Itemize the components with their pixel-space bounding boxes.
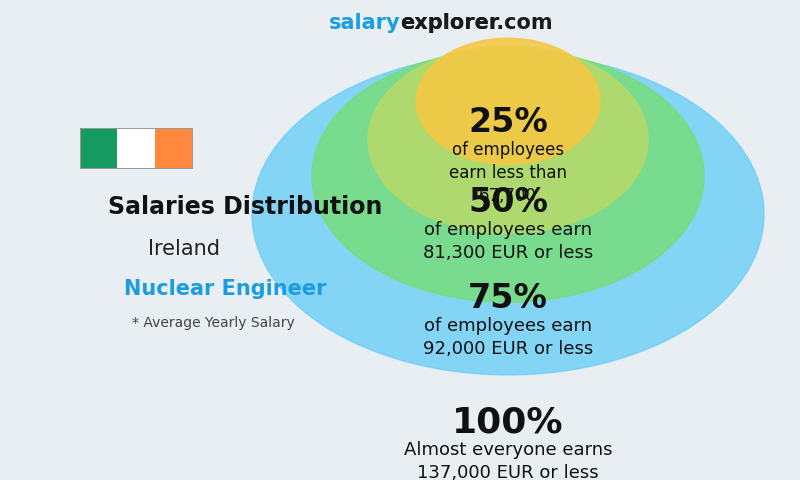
Bar [80, 128, 118, 168]
Ellipse shape [252, 54, 764, 375]
Text: of employees
earn less than
67,700: of employees earn less than 67,700 [449, 141, 567, 205]
Text: salary: salary [328, 13, 400, 34]
Text: 50%: 50% [468, 186, 548, 219]
Text: 75%: 75% [468, 282, 548, 315]
Ellipse shape [312, 50, 704, 302]
Text: Salaries Distribution: Salaries Distribution [108, 194, 382, 218]
Ellipse shape [368, 46, 648, 233]
Text: Nuclear Engineer: Nuclear Engineer [124, 279, 326, 299]
Text: of employees earn
81,300 EUR or less: of employees earn 81,300 EUR or less [423, 221, 593, 262]
Bar [118, 128, 154, 168]
Bar [154, 128, 192, 168]
Text: Ireland: Ireland [148, 239, 220, 259]
Text: 25%: 25% [468, 106, 548, 139]
Text: explorer.com: explorer.com [400, 13, 553, 34]
Text: * Average Yearly Salary: * Average Yearly Salary [132, 316, 294, 330]
Text: explorer: explorer [400, 13, 499, 34]
Text: 100%: 100% [452, 405, 564, 439]
Text: of employees earn
92,000 EUR or less: of employees earn 92,000 EUR or less [423, 317, 593, 358]
Bar [80, 128, 192, 168]
Ellipse shape [416, 38, 600, 165]
Text: Almost everyone earns
137,000 EUR or less: Almost everyone earns 137,000 EUR or les… [404, 441, 612, 480]
